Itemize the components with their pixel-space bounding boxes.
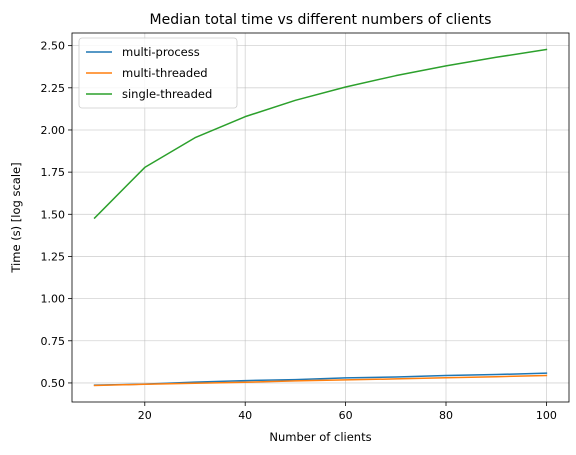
x-axis-label: Number of clients (269, 430, 371, 444)
axis-ticks: 20 40 60 80 100 0.50 0.75 1.00 1.25 1.50 1.75 2.00 2… (41, 40, 557, 422)
x-tick-label: 80 (439, 409, 453, 422)
y-tick-label: 2.50 (41, 40, 66, 53)
y-tick-label: 0.75 (41, 335, 66, 348)
y-axis-label: Time (s) [log scale] (9, 162, 23, 273)
legend-label-multi-process: multi-process (122, 45, 200, 59)
x-tick-label: 60 (339, 409, 353, 422)
grid (72, 33, 569, 402)
y-tick-label: 1.00 (41, 293, 66, 306)
y-tick-label: 1.75 (41, 166, 66, 179)
series-line-multi-threaded (93, 374, 548, 387)
y-tick-label: 1.50 (41, 208, 66, 221)
legend-label-single-threaded: single-threaded (122, 87, 212, 101)
y-tick-label: 2.25 (41, 82, 66, 95)
y-tick-label: 2.00 (41, 124, 66, 137)
x-tick-label: 20 (138, 409, 152, 422)
y-tick-label: 0.50 (41, 377, 66, 390)
chart-title: Median total time vs different numbers o… (150, 12, 492, 28)
legend: multi-process multi-threaded single-thre… (78, 37, 238, 109)
series-line-single-threaded (93, 48, 548, 220)
x-tick-label: 40 (238, 409, 252, 422)
x-tick-label: 100 (536, 409, 557, 422)
legend-box (78, 37, 238, 109)
y-tick-label: 1.25 (41, 250, 66, 263)
plot-frame (71, 32, 570, 403)
legend-label-multi-threaded: multi-threaded (122, 66, 208, 80)
series-lines (93, 48, 548, 387)
